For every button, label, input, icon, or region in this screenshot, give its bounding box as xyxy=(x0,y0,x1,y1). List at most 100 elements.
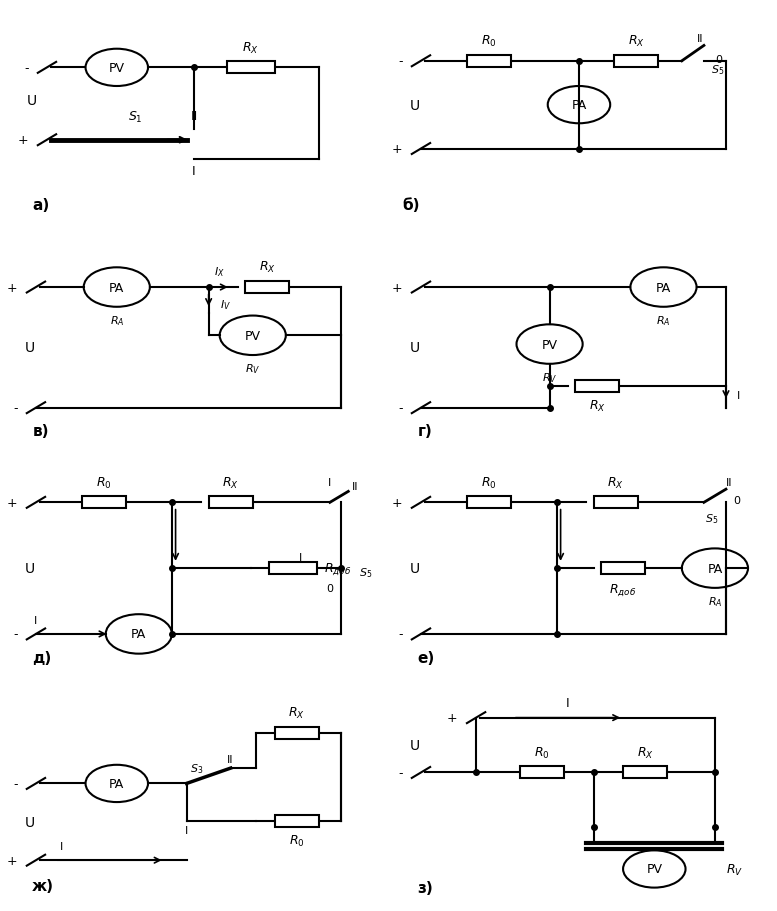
Text: U: U xyxy=(25,815,35,829)
Text: $R_X$: $R_X$ xyxy=(636,745,653,760)
Text: з): з) xyxy=(417,880,433,896)
Text: +: + xyxy=(7,496,18,509)
Bar xyxy=(601,562,645,575)
Bar xyxy=(209,496,253,509)
Text: PV: PV xyxy=(646,863,662,875)
Text: PV: PV xyxy=(109,62,125,75)
Text: -: - xyxy=(13,628,18,640)
Bar xyxy=(467,496,511,509)
Text: 0: 0 xyxy=(326,584,333,594)
Text: $R_X$: $R_X$ xyxy=(628,34,644,49)
Text: $R_{доб}$: $R_{доб}$ xyxy=(609,581,636,597)
Bar xyxy=(275,727,319,739)
Text: $R_X$: $R_X$ xyxy=(242,41,260,56)
Text: $R_{доб}$: $R_{доб}$ xyxy=(324,560,352,577)
Text: $R_X$: $R_X$ xyxy=(288,705,305,721)
Text: $R_X$: $R_X$ xyxy=(259,260,276,275)
Text: $S_5$: $S_5$ xyxy=(705,512,718,526)
Text: $R_0$: $R_0$ xyxy=(96,476,112,490)
Text: $R_X$: $R_X$ xyxy=(222,476,239,490)
Text: $R_V$: $R_V$ xyxy=(245,363,260,376)
Text: $R_X$: $R_X$ xyxy=(589,399,606,414)
Text: U: U xyxy=(25,341,35,355)
Text: I: I xyxy=(192,165,196,178)
Text: -: - xyxy=(24,62,29,75)
Text: -: - xyxy=(398,628,402,640)
Text: I: I xyxy=(299,552,302,562)
Text: U: U xyxy=(27,94,37,108)
Bar xyxy=(575,380,619,393)
Text: U: U xyxy=(410,341,420,355)
Text: г): г) xyxy=(417,424,432,439)
Text: U: U xyxy=(410,561,420,576)
Text: PA: PA xyxy=(571,99,587,112)
Text: $R_V$: $R_V$ xyxy=(542,371,557,384)
Bar xyxy=(467,56,511,67)
Text: -: - xyxy=(398,402,402,415)
Bar xyxy=(246,281,290,293)
Text: +: + xyxy=(18,134,29,147)
Text: -: - xyxy=(398,56,402,68)
Text: II: II xyxy=(227,754,234,763)
Text: $R_V$: $R_V$ xyxy=(726,862,743,876)
Text: II: II xyxy=(726,477,733,487)
Text: -: - xyxy=(398,766,402,779)
Text: I: I xyxy=(566,696,570,709)
Text: U: U xyxy=(410,738,420,752)
Text: I: I xyxy=(34,616,37,626)
Bar xyxy=(614,56,658,67)
Text: -: - xyxy=(13,777,18,790)
Text: $S_1$: $S_1$ xyxy=(128,110,142,125)
Text: $R_A$: $R_A$ xyxy=(110,314,124,328)
Bar xyxy=(227,62,275,75)
Text: $S_3$: $S_3$ xyxy=(190,761,204,775)
Text: $S_5$: $S_5$ xyxy=(359,566,373,579)
Text: +: + xyxy=(392,496,402,509)
Text: I: I xyxy=(60,842,63,852)
Text: I: I xyxy=(737,390,740,400)
Text: PV: PV xyxy=(542,338,558,351)
Text: а): а) xyxy=(33,198,50,213)
Text: PA: PA xyxy=(109,281,124,294)
Text: I: I xyxy=(185,794,188,804)
Text: 0: 0 xyxy=(733,496,740,506)
Text: PV: PV xyxy=(245,330,261,343)
Text: $R_A$: $R_A$ xyxy=(708,595,722,609)
Text: $R_A$: $R_A$ xyxy=(657,314,671,328)
Text: $R_0$: $R_0$ xyxy=(289,834,305,848)
Bar xyxy=(270,562,317,575)
Text: +: + xyxy=(447,711,458,724)
Bar xyxy=(594,496,638,509)
Text: PA: PA xyxy=(656,281,671,294)
Text: е): е) xyxy=(417,650,434,665)
Text: +: + xyxy=(7,854,18,866)
Text: +: + xyxy=(7,281,18,294)
Bar xyxy=(275,814,319,827)
Text: II: II xyxy=(190,110,197,123)
Bar xyxy=(520,766,564,779)
Text: д): д) xyxy=(33,650,51,665)
Text: $I_X$: $I_X$ xyxy=(214,265,225,279)
Text: 0: 0 xyxy=(715,55,722,65)
Text: $R_0$: $R_0$ xyxy=(535,745,550,760)
Text: I: I xyxy=(329,477,332,487)
Bar xyxy=(623,766,667,779)
Text: $R_0$: $R_0$ xyxy=(481,476,497,490)
Text: II: II xyxy=(696,35,703,44)
Text: U: U xyxy=(25,561,35,576)
Text: в): в) xyxy=(33,424,49,439)
Text: +: + xyxy=(392,143,402,156)
Text: б): б) xyxy=(402,198,420,213)
Text: PA: PA xyxy=(707,562,723,575)
Text: ж): ж) xyxy=(33,878,54,893)
Text: $R_0$: $R_0$ xyxy=(481,34,497,49)
Bar xyxy=(82,496,126,509)
Text: PA: PA xyxy=(131,628,146,640)
Text: $R_X$: $R_X$ xyxy=(608,476,624,490)
Text: U: U xyxy=(410,98,420,113)
Text: II: II xyxy=(352,482,358,492)
Text: +: + xyxy=(392,281,402,294)
Text: I: I xyxy=(185,825,188,835)
Text: $S_5$: $S_5$ xyxy=(711,64,725,77)
Text: $I_V$: $I_V$ xyxy=(220,299,231,312)
